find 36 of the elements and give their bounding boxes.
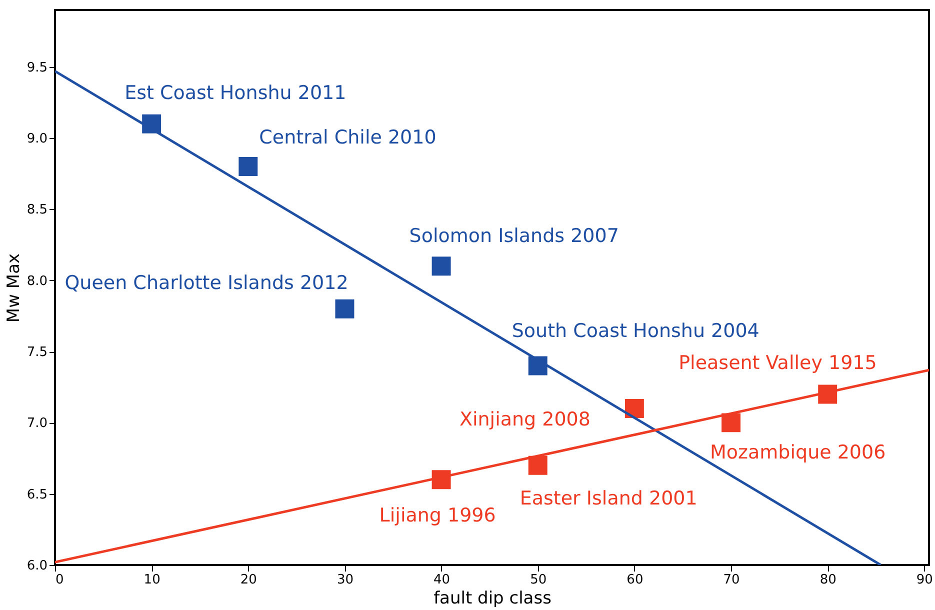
x-tick-label: 40: [434, 572, 450, 588]
y-tick-label: 6.5: [26, 487, 48, 502]
annotation: Xinjiang 2008: [459, 408, 590, 430]
annotation: Central Chile 2010: [259, 126, 436, 149]
y-tick-label: 7.5: [26, 345, 48, 360]
x-tick-label: 90: [916, 572, 933, 588]
x-tick-label: 30: [336, 572, 354, 588]
annotation: Easter Island 2001: [520, 487, 698, 510]
annotation: South Coast Honshu 2004: [512, 320, 760, 342]
point: [528, 456, 548, 475]
annotation: Pleasent Valley 1915: [678, 352, 877, 374]
y-tick-label: 9.0: [26, 132, 48, 147]
point: [722, 413, 741, 432]
point: [335, 299, 354, 318]
annotation: Est Coast Honshu 2011: [124, 82, 346, 104]
x-tick-label: 70: [723, 572, 740, 588]
y-axis-title: Mw Max: [4, 253, 24, 323]
x-tick-label: 0: [56, 572, 64, 588]
x-tick-label: 50: [530, 572, 547, 588]
x-tick-label: 20: [240, 572, 257, 588]
point: [624, 398, 644, 418]
y-tick-label: 9.5: [26, 60, 48, 76]
y-tick-label: 8.0: [26, 274, 48, 289]
x-tick-label: 80: [820, 572, 836, 588]
y-tick-label: 7.0: [26, 416, 48, 432]
annotation: Mozambique 2006: [710, 442, 886, 464]
annotation: Queen Charlotte Islands 2012: [64, 272, 348, 294]
x-tick-label: 10: [144, 572, 160, 588]
annotation: Solomon Islands 2007: [409, 225, 619, 248]
annotation: Lijiang 1996: [379, 504, 496, 527]
x-tick-label: 60: [626, 572, 644, 588]
y-tick-label: 8.5: [26, 202, 48, 218]
y-tick-label: 6.0: [26, 558, 48, 574]
point: [238, 157, 258, 176]
point: [432, 256, 451, 276]
x-axis-title: fault dip class: [434, 588, 552, 608]
